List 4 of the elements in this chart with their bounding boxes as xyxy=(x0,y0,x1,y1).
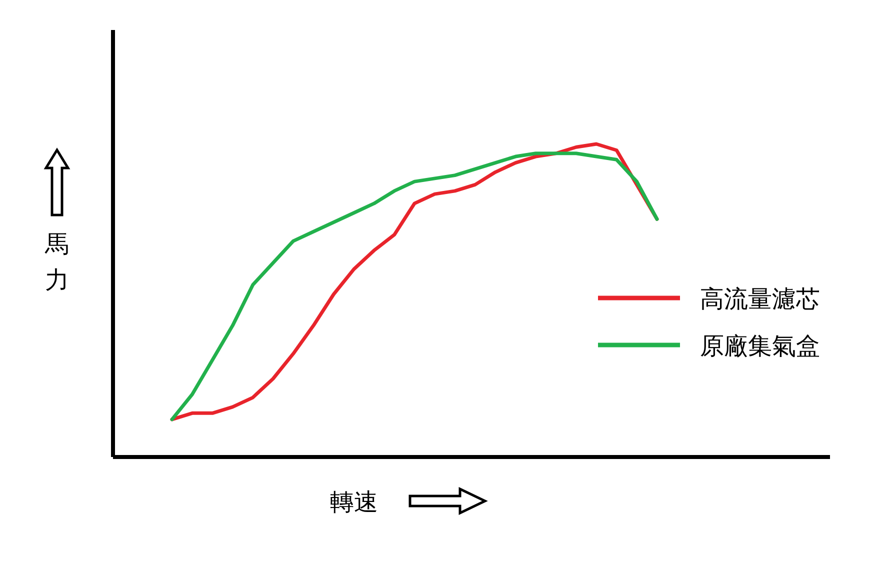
xlabel: 轉速 xyxy=(330,488,378,516)
ylabel: 馬力 xyxy=(45,230,69,294)
legend-label: 高流量濾芯 xyxy=(700,285,820,313)
legend-label: 原廠集氣盒 xyxy=(700,332,820,360)
